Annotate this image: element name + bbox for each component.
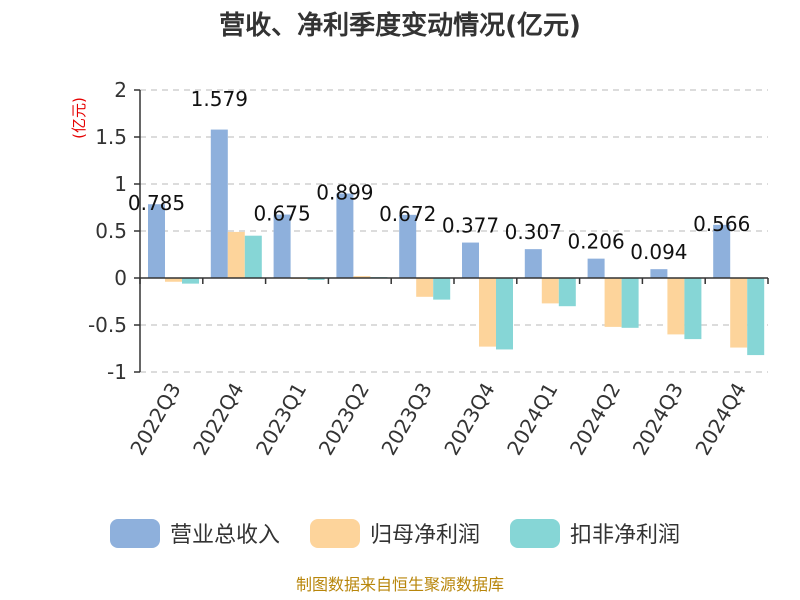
bar-revenue [462, 242, 479, 278]
legend-label: 归母净利润 [370, 523, 480, 548]
bar-revenue [713, 224, 731, 278]
bar-revenue [336, 193, 354, 278]
bar-deducted-net-profit [307, 278, 325, 280]
data-label: 0.206 [567, 230, 624, 254]
bar-revenue [399, 214, 417, 278]
bar-net-profit [353, 276, 371, 278]
bar-deducted-net-profit [244, 235, 262, 278]
bar-deducted-net-profit [496, 278, 513, 350]
bar-net-profit [730, 278, 748, 348]
bar-net-profit [416, 278, 434, 297]
data-label: 0.785 [128, 191, 185, 215]
bar-deducted-net-profit [558, 278, 576, 307]
legend-item-net-profit[interactable]: 归母净利润 [310, 519, 480, 548]
y-axis-unit-label: (亿元) [70, 97, 88, 139]
bar-deducted-net-profit [621, 278, 639, 328]
bar-deducted-net-profit [182, 278, 199, 284]
legend-label: 营业总收入 [170, 523, 280, 548]
bar-net-profit [604, 278, 622, 327]
bar-deducted-net-profit [747, 278, 765, 356]
y-tick-label: -1 [107, 360, 127, 384]
x-tick-label: 2024Q2 [565, 379, 625, 460]
bars [148, 129, 765, 356]
bar-revenue [650, 269, 668, 278]
y-tick-label: -0.5 [88, 313, 127, 337]
bar-net-profit [541, 278, 559, 304]
legend-item-deducted-net-profit[interactable]: 扣非净利润 [510, 519, 680, 548]
bar-deducted-net-profit [684, 278, 702, 340]
y-tick-label: 2 [114, 78, 127, 102]
data-label: 0.899 [316, 180, 373, 204]
bar-net-profit [479, 278, 496, 347]
data-label: 0.377 [442, 214, 499, 238]
y-axis: 2 1.5 1 0.5 0 -0.5 -1 [88, 78, 141, 384]
data-label: 0.566 [693, 212, 750, 236]
legend-swatch [310, 519, 360, 548]
y-tick-label: 0.5 [95, 219, 127, 243]
data-label: 0.094 [630, 240, 687, 264]
y-tick-label: 1.5 [95, 125, 127, 149]
bar-revenue [210, 129, 228, 278]
x-tick-label: 2023Q2 [314, 379, 374, 460]
bar-revenue [148, 204, 165, 278]
y-tick-label: 0 [114, 266, 127, 290]
source-note: 制图数据来自恒生聚源数据库 [296, 575, 504, 594]
x-tick-label: 2022Q4 [188, 379, 248, 460]
bar-revenue [524, 249, 542, 278]
y-tick-label: 1 [114, 172, 127, 196]
x-tick-label: 2022Q3 [125, 379, 185, 460]
chart-title: 营收、净利季度变动情况(亿元) [219, 10, 581, 41]
x-tick-label: 2023Q3 [376, 379, 436, 460]
bar-revenue [587, 258, 605, 278]
bar-revenue [273, 214, 291, 278]
bar-deducted-net-profit [433, 278, 451, 300]
x-tick-label: 2024Q3 [628, 379, 688, 460]
legend[interactable]: 营业总收入 归母净利润 扣非净利润 [110, 519, 680, 548]
bar-net-profit [667, 278, 685, 335]
legend-label: 扣非净利润 [570, 523, 680, 548]
legend-swatch [510, 519, 560, 548]
grid-lines [140, 89, 768, 373]
data-label: 1.579 [191, 87, 248, 111]
bar-net-profit [227, 231, 245, 278]
bar-net-profit [165, 278, 182, 282]
data-label: 0.307 [505, 220, 562, 244]
x-tick-label: 2024Q4 [690, 379, 750, 460]
x-tick-label: 2024Q1 [502, 379, 562, 460]
data-label: 0.672 [379, 202, 436, 226]
x-tick-label: 2023Q4 [439, 379, 499, 460]
legend-item-revenue[interactable]: 营业总收入 [110, 519, 280, 548]
x-tick-label: 2023Q1 [251, 379, 311, 460]
data-label: 0.675 [253, 202, 310, 226]
legend-swatch [110, 519, 160, 548]
